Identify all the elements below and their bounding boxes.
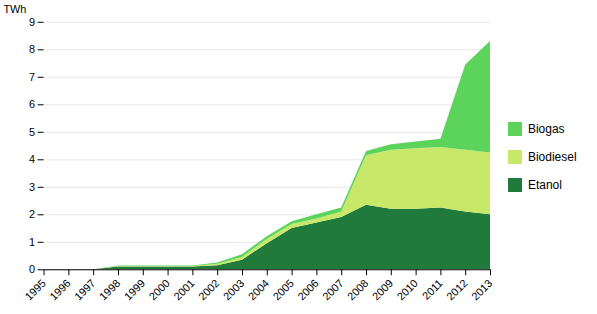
svg-text:2: 2 bbox=[29, 208, 35, 220]
svg-text:2009: 2009 bbox=[370, 276, 396, 302]
svg-text:6: 6 bbox=[29, 98, 35, 110]
svg-text:7: 7 bbox=[29, 70, 35, 82]
svg-text:1996: 1996 bbox=[47, 276, 73, 302]
svg-text:2001: 2001 bbox=[171, 276, 197, 302]
svg-text:1999: 1999 bbox=[122, 276, 148, 302]
svg-text:1998: 1998 bbox=[97, 276, 123, 302]
html-text:Biodiesel: Biodiesel bbox=[527, 150, 577, 164]
svg-text:2010: 2010 bbox=[394, 276, 420, 302]
svg-text:2007: 2007 bbox=[320, 276, 346, 302]
svg-text:2011: 2011 bbox=[420, 276, 445, 301]
svg-text:2005: 2005 bbox=[270, 276, 296, 302]
svg-text:8: 8 bbox=[29, 43, 35, 55]
svg-text:2006: 2006 bbox=[295, 276, 321, 302]
svg-text:TWh: TWh bbox=[3, 3, 26, 15]
html-text:Etanol: Etanol bbox=[527, 178, 562, 192]
svg-text:2012: 2012 bbox=[444, 276, 470, 302]
svg-text:2004: 2004 bbox=[246, 276, 272, 302]
svg-text:2003: 2003 bbox=[221, 276, 247, 302]
svg-text:4: 4 bbox=[29, 153, 35, 165]
svg-text:1995: 1995 bbox=[22, 276, 48, 302]
svg-text:2002: 2002 bbox=[196, 276, 222, 302]
svg-text:0: 0 bbox=[29, 263, 35, 275]
svg-text:2000: 2000 bbox=[146, 276, 172, 302]
svg-text:1997: 1997 bbox=[72, 276, 98, 302]
svg-text:3: 3 bbox=[29, 180, 35, 192]
svg-text:2008: 2008 bbox=[345, 276, 371, 302]
svg-text:1: 1 bbox=[29, 235, 35, 247]
svg-text:9: 9 bbox=[29, 15, 35, 27]
svg-text:5: 5 bbox=[29, 125, 35, 137]
svg-text:2013: 2013 bbox=[469, 276, 495, 302]
html-text:Biogas: Biogas bbox=[527, 122, 565, 136]
